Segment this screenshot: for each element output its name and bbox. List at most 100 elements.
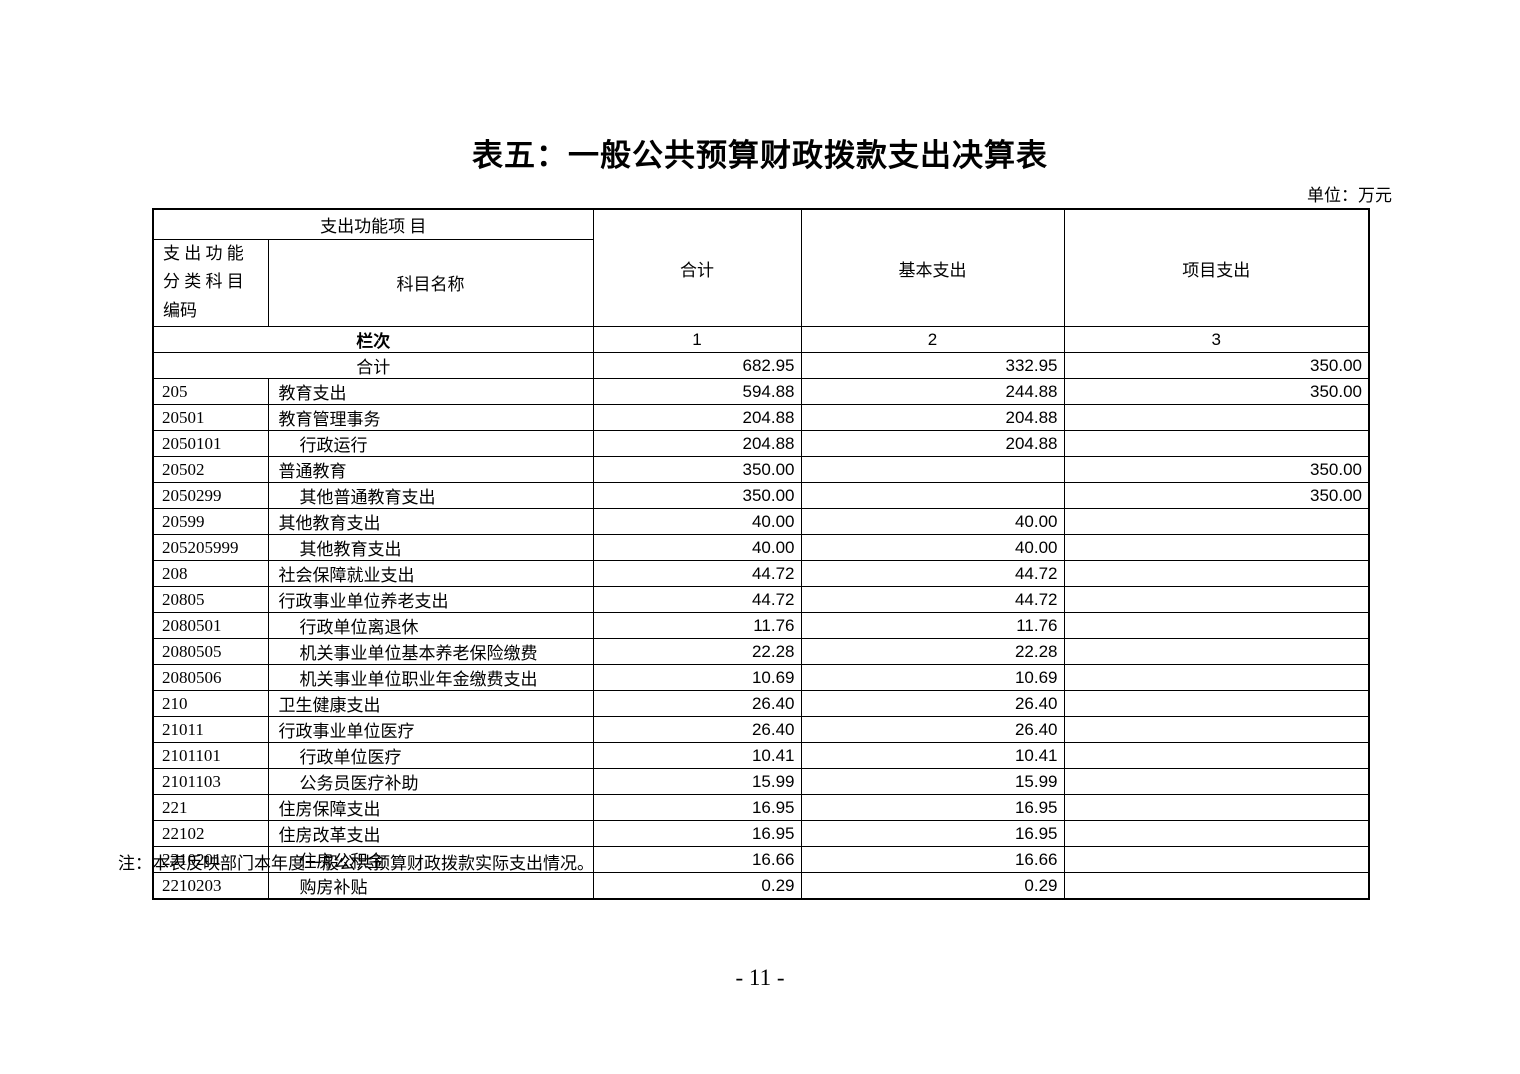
row-code: 2050299 xyxy=(152,482,269,510)
row-basic-value: 44.72 xyxy=(800,560,1065,588)
row-basic-value: 22.28 xyxy=(800,638,1065,666)
header-name-label: 科目名称 xyxy=(267,238,594,328)
row-name: 其他教育支出 xyxy=(267,508,594,536)
header-code-label-line3: 编码 xyxy=(163,301,197,321)
row-basic-value: 10.69 xyxy=(800,664,1065,692)
header-col-project: 项目支出 xyxy=(1063,208,1370,328)
table-row: 2080506 机关事业单位职业年金缴费支出 10.69 10.69 xyxy=(152,664,1370,692)
row-total-value: 350.00 xyxy=(592,456,802,484)
grand-total-project: 350.00 xyxy=(1063,352,1370,380)
row-project-value xyxy=(1063,508,1370,536)
row-basic-value: 26.40 xyxy=(800,716,1065,744)
row-code: 20501 xyxy=(152,404,269,432)
row-basic-value: 26.40 xyxy=(800,690,1065,718)
row-name: 住房保障支出 xyxy=(267,794,594,822)
row-name: 住房公积金 xyxy=(267,846,594,874)
table-row: 2210203 购房补贴 0.29 0.29 xyxy=(152,872,1370,900)
table-note: 注：本表反映部门本年度一般公共预算财政拨款实际支出情况。 xyxy=(118,854,594,873)
table-row: 221 住房保障支出 16.95 16.95 xyxy=(152,794,1370,822)
table-row: 2080501 行政单位离退休 11.76 11.76 xyxy=(152,612,1370,640)
column-index-label: 栏次 xyxy=(152,326,594,354)
row-total-value: 16.95 xyxy=(592,820,802,848)
row-code: 2210203 xyxy=(152,872,269,900)
row-project-value xyxy=(1063,846,1370,874)
header-row-labels: 支 出 功 能 分 类 科 目 编码 科目名称 xyxy=(152,238,1369,328)
row-basic-value: 11.76 xyxy=(800,612,1065,640)
row-basic-value: 40.00 xyxy=(800,534,1065,562)
row-code: 208 xyxy=(152,560,269,588)
column-index-3: 3 xyxy=(1063,326,1370,354)
row-project-value xyxy=(1063,742,1370,770)
row-total-value: 204.88 xyxy=(592,430,802,458)
table-row: 20501 教育管理事务 204.88 204.88 xyxy=(152,404,1370,432)
row-name: 购房补贴 xyxy=(267,872,594,900)
row-name: 其他普通教育支出 xyxy=(267,482,594,510)
row-total-value: 15.99 xyxy=(592,768,802,796)
grand-total-row: 合计 682.95 332.95 350.00 xyxy=(152,352,1370,380)
row-basic-value: 16.66 xyxy=(800,846,1065,874)
table-row: 2050101 行政运行 204.88 204.88 xyxy=(152,430,1370,458)
table-row: 210 卫生健康支出 26.40 26.40 xyxy=(152,690,1370,718)
page-number: - 11 - xyxy=(735,965,785,990)
header-group-title: 支出功能项 目 xyxy=(152,208,594,240)
row-project-value xyxy=(1063,560,1370,588)
row-code: 2101101 xyxy=(152,742,269,770)
row-code: 2101103 xyxy=(152,768,269,796)
row-name: 教育支出 xyxy=(267,378,594,406)
row-code: 2080506 xyxy=(152,664,269,692)
row-basic-value: 10.41 xyxy=(800,742,1065,770)
table-row: 2080505 机关事业单位基本养老保险缴费 22.28 22.28 xyxy=(152,638,1370,666)
row-project-value xyxy=(1063,612,1370,640)
row-project-value xyxy=(1063,534,1370,562)
table-row: 2101103 公务员医疗补助 15.99 15.99 xyxy=(152,768,1370,796)
row-name: 机关事业单位基本养老保险缴费 xyxy=(267,638,594,666)
row-total-value: 22.28 xyxy=(592,638,802,666)
page-title: 表五：一般公共预算财政拨款支出决算表 xyxy=(472,138,1048,173)
row-basic-value xyxy=(800,482,1065,510)
row-basic-value: 40.00 xyxy=(800,508,1065,536)
row-code: 20805 xyxy=(152,586,269,614)
table-row: 2210201 住房公积金 16.66 16.66 xyxy=(152,846,1370,874)
row-basic-value: 16.95 xyxy=(800,794,1065,822)
row-code: 2080505 xyxy=(152,638,269,666)
grand-total-sum: 682.95 xyxy=(592,352,802,380)
row-name: 行政事业单位养老支出 xyxy=(267,586,594,614)
row-total-value: 44.72 xyxy=(592,560,802,588)
row-name: 社会保障就业支出 xyxy=(267,560,594,588)
grand-total-label: 合计 xyxy=(152,352,594,380)
row-total-value: 40.00 xyxy=(592,534,802,562)
row-code: 22102 xyxy=(152,820,269,848)
row-code: 2050101 xyxy=(152,430,269,458)
header-code-label-line1: 支 出 功 能 xyxy=(163,243,244,263)
row-name: 行政运行 xyxy=(267,430,594,458)
row-name: 机关事业单位职业年金缴费支出 xyxy=(267,664,594,692)
row-code: 2210201 xyxy=(152,846,269,874)
grand-total-basic: 332.95 xyxy=(800,352,1065,380)
row-name: 行政事业单位医疗 xyxy=(267,716,594,744)
table-row: 205205999 其他教育支出 40.00 40.00 xyxy=(152,534,1370,562)
row-code: 205 xyxy=(152,378,269,406)
table-row: 205 教育支出 594.88 244.88 350.00 xyxy=(152,378,1370,406)
row-code: 205205999 xyxy=(152,534,269,562)
row-code: 210 xyxy=(152,690,269,718)
header-row-group: 支出功能项 目 合计 基本支出 项目支出 xyxy=(152,208,1370,328)
header-col-total: 合计 xyxy=(592,208,802,328)
row-basic-value xyxy=(800,456,1065,484)
row-code: 21011 xyxy=(152,716,269,744)
row-total-value: 26.40 xyxy=(592,716,802,744)
row-project-value xyxy=(1063,820,1370,848)
row-total-value: 0.29 xyxy=(592,872,802,900)
row-name: 行政单位医疗 xyxy=(267,742,594,770)
row-project-value xyxy=(1063,586,1370,614)
row-total-value: 10.41 xyxy=(592,742,802,770)
row-project-value xyxy=(1063,794,1370,822)
row-total-value: 350.00 xyxy=(592,482,802,510)
column-index-1: 1 xyxy=(592,326,802,354)
row-total-value: 44.72 xyxy=(592,586,802,614)
table-row: 21011 行政事业单位医疗 26.40 26.40 xyxy=(152,716,1370,744)
row-total-value: 16.95 xyxy=(592,794,802,822)
row-total-value: 204.88 xyxy=(592,404,802,432)
row-total-value: 10.69 xyxy=(592,664,802,692)
table-row: 20599 其他教育支出 40.00 40.00 xyxy=(152,508,1370,536)
row-name: 住房改革支出 xyxy=(267,820,594,848)
